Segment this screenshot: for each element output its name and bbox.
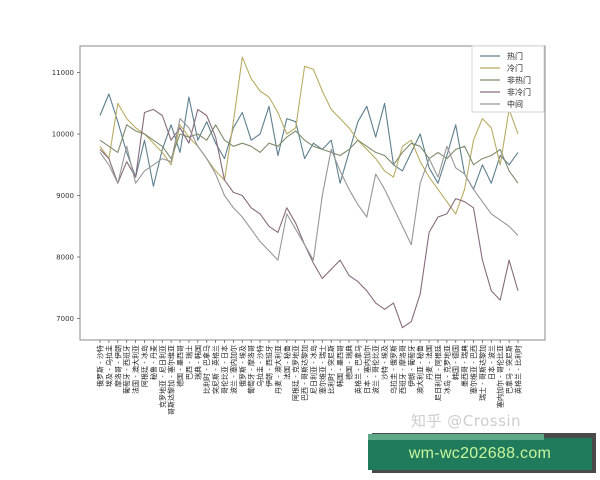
x-tick-label: 法国 - 澳大利亚 (131, 345, 140, 394)
url-banner: wm-wc202688.com (368, 438, 592, 470)
y-axis: 7000 8000 9000 10000 11000 (52, 69, 80, 323)
x-tick-label: 哥斯达黎加 - 塞尔维亚 (167, 345, 176, 415)
x-tick-label: 塞尔维亚 - 巴西 (469, 345, 478, 394)
series-line (99, 118, 519, 261)
x-tick-label: 日本 - 波兰 (487, 345, 496, 380)
x-tick-label: 冰岛 - 克罗地亚 (442, 345, 451, 394)
legend-label: 热门 (507, 51, 523, 61)
x-tick-label: 乌拉圭 - 俄罗斯 (389, 345, 398, 394)
x-tick-label: 哥伦比亚 - 日本 (220, 345, 229, 394)
x-tick-label: 俄罗斯 - 埃及 (238, 345, 247, 387)
x-tick-label: 俄罗斯 - 沙特 (96, 345, 105, 387)
y-tick-label: 7000 (56, 315, 74, 323)
x-tick-label: 秘鲁 - 丹麦 (149, 345, 158, 380)
x-tick-label: 伊朗 - 西班牙 (264, 345, 273, 387)
legend-label: 非冷门 (507, 87, 531, 97)
x-tick-label: 丹麦 - 澳大利亚 (273, 345, 282, 394)
x-axis: 俄罗斯 - 沙特 埃及 - 乌拉圭 摩洛哥 - 伊朗 葡萄牙 - 西班牙 法国 - 澳大… (96, 340, 523, 415)
x-tick-label: 西班牙 - 摩洛哥 (398, 345, 407, 394)
legend-label: 中间 (507, 99, 523, 109)
banner-highlight (368, 434, 544, 440)
x-tick-label: 比利时 - 突尼斯 (327, 345, 336, 394)
x-tick-label: 波兰 - 塞内加尔 (229, 345, 238, 394)
x-tick-label: 巴西 - 哥斯达黎加 (300, 345, 309, 401)
x-tick-label: 伊朗 - 葡萄牙 (407, 345, 416, 387)
x-tick-label: 塞尔维亚 - 瑞士 (318, 345, 327, 394)
x-tick-label: 阿根廷 - 冰岛 (140, 345, 149, 387)
x-tick-label: 韩国 - 德国 (451, 345, 460, 380)
x-tick-label: 德国 - 墨西哥 (176, 345, 185, 387)
x-tick-label: 英格兰 - 巴拿马 (353, 345, 362, 394)
plot-frame (79, 45, 546, 341)
x-tick-label: 葡萄牙 - 西班牙 (122, 345, 131, 394)
x-tick-label: 英格兰 - 比利时 (514, 345, 523, 394)
series-lines (99, 56, 519, 329)
legend-label: 非热门 (507, 75, 531, 85)
x-tick-label: 法国 - 秘鲁 (282, 345, 291, 380)
x-tick-label: 乌拉圭 - 沙特 (256, 345, 265, 387)
x-tick-label: 巴西 - 瑞士 (184, 345, 193, 380)
y-tick-label: 9000 (56, 192, 74, 200)
x-tick-label: 墨西哥 - 瑞典 (460, 345, 469, 387)
x-tick-label: 巴拿马 - 突尼斯 (505, 345, 514, 394)
x-tick-label: 日本 - 塞内加尔 (362, 345, 371, 394)
x-tick-label: 澳大利亚 - 秘鲁 (416, 345, 425, 394)
x-tick-label: 摩洛哥 - 伊朗 (113, 345, 122, 387)
x-tick-label: 阿根廷 - 克罗地亚 (291, 345, 300, 401)
x-tick-label: 尼日利亚 - 冰岛 (309, 345, 318, 394)
x-tick-label: 沙特 - 埃及 (380, 345, 389, 380)
series-line (99, 124, 519, 184)
x-tick-label: 埃及 - 乌拉圭 (104, 345, 113, 387)
x-tick-label: 克罗地亚 - 尼日利亚 (158, 345, 167, 408)
series-line (99, 56, 519, 215)
y-tick-label: 8000 (56, 254, 74, 262)
x-tick-label: 尼日利亚 - 阿根廷 (433, 345, 442, 401)
x-tick-label: 瑞典 - 韩国 (193, 345, 202, 380)
x-tick-label: 突尼斯 - 英格兰 (211, 345, 220, 394)
x-tick-label: 韩国 - 墨西哥 (336, 345, 345, 387)
x-tick-label: 丹麦 - 法国 (425, 345, 434, 380)
series-line (99, 108, 519, 329)
watermark: 知乎 @Crossin (411, 412, 522, 430)
y-tick-label: 11000 (52, 69, 74, 77)
legend-label: 冷门 (507, 63, 523, 73)
x-tick-label: 塞内加尔 - 哥伦比亚 (496, 345, 505, 408)
x-tick-label: 比利时 - 巴拿马 (202, 345, 211, 394)
legend-box (471, 45, 545, 113)
x-tick-label: 瑞士 - 哥斯达黎加 (478, 345, 487, 401)
x-tick-label: 葡萄牙 - 摩洛哥 (247, 345, 256, 394)
y-tick-label: 10000 (52, 131, 74, 139)
x-tick-label: 德国 - 瑞典 (345, 345, 354, 380)
x-tick-label: 波兰 - 哥伦比亚 (371, 345, 380, 394)
